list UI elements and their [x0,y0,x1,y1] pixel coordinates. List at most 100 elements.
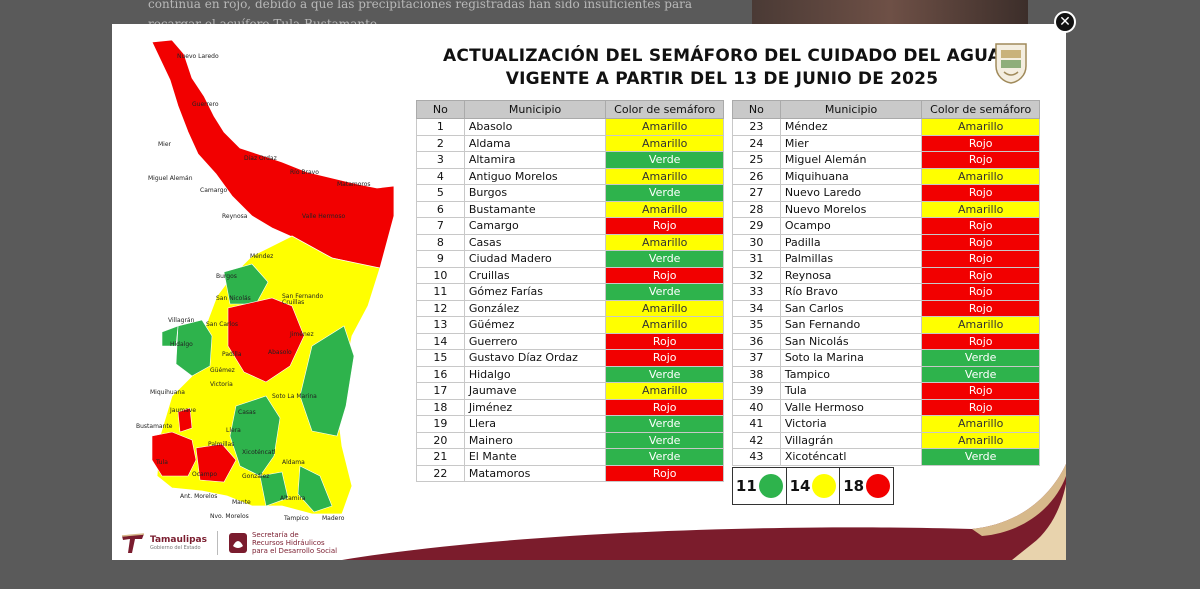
header-no: No [732,100,781,119]
map-label: Llera [226,427,241,434]
header-color: Color de semáforo [605,100,724,119]
yellow-dot-icon [812,474,837,498]
map-label: Mier [158,141,172,148]
tally-verde: 11 [733,468,787,504]
map-label: Reynosa [222,213,248,220]
municipio-name: Villagrán [779,431,923,449]
semaforo-color: Rojo [605,464,724,482]
red-dot-icon [866,474,891,498]
municipio-name: Altamira [463,151,607,169]
semaforo-color: Rojo [921,299,1040,317]
table-row: 1 Abasolo Amarillo [416,118,724,136]
close-icon[interactable]: ✕ [1059,14,1071,30]
srhds-logo: Secretaría de Recursos Hidráulicos para … [228,531,337,555]
semaforo-color: Rojo [921,266,1040,284]
row-number: 39 [732,382,781,400]
semaforo-color: Amarillo [605,316,724,334]
semaforo-color: Amarillo [921,200,1040,218]
row-number: 42 [732,431,781,449]
srhds-line-3: para el Desarrollo Social [251,547,338,555]
page-title: ACTUALIZACIÓN DEL SEMÁFORO DEL CUIDADO D… [442,45,1002,91]
semaforo-table-left: No Municipio Color de semáforo 1 Abasolo A… [416,100,724,482]
semaforo-color: Amarillo [921,167,1040,185]
semaforo-color: Amarillo [605,233,724,251]
row-number: 8 [416,233,465,251]
table-row: 41 Victoria Amarillo [732,415,1040,433]
municipio-name: Padilla [779,233,923,251]
table-row: 15 Gustavo Díaz Ordaz Rojo [416,349,724,367]
semaforo-color: Amarillo [605,118,724,136]
tamaulipas-logo: Tamaulipas Gobierno del Estado [120,532,207,554]
row-number: 13 [416,316,465,334]
municipio-name: Tampico [779,365,923,383]
municipio-name: Jiménez [463,398,607,416]
map-label: Miguel Alemán [148,175,193,182]
semaforo-color: Verde [921,349,1040,367]
tally-rojo: 18 [840,468,893,504]
row-number: 24 [732,134,781,152]
table-row: 34 San Carlos Rojo [732,299,1040,317]
municipio-name: Miquihuana [779,167,923,185]
map-label: Río Bravo [290,169,319,176]
row-number: 5 [416,184,465,202]
table-row: 37 Soto la Marina Verde [732,349,1040,367]
municipio-name: Soto la Marina [779,349,923,367]
table-row: 43 Xicoténcatl Verde [732,448,1040,466]
map-label: Jiménez [289,331,314,338]
map-label: Burgos [216,273,237,280]
municipio-name: Ciudad Madero [463,250,607,268]
semaforo-color: Rojo [921,250,1040,268]
map-label: Palmillas [208,441,234,448]
table-row: 10 Cruillas Rojo [416,266,724,284]
municipio-name: Aldama [463,134,607,152]
row-number: 26 [732,167,781,185]
semaforo-color: Rojo [921,184,1040,202]
municipio-name: San Fernando [779,316,923,334]
map-label: Hidalgo [170,341,193,348]
table-row: 19 Llera Verde [416,415,724,433]
municipio-name: Xicoténcatl [779,448,923,466]
table-row: 32 Reynosa Rojo [732,266,1040,284]
map-label: Valle Hermoso [302,213,345,220]
map-label: Cruillas [282,299,304,306]
row-number: 11 [416,283,465,301]
table-row: 26 Miquihuana Amarillo [732,167,1040,185]
row-number: 23 [732,118,781,136]
map-label: Méndez [250,253,273,260]
map-label: Abasolo [268,349,292,356]
table-row: 17 Jaumave Amarillo [416,382,724,400]
tally-amarillo-count: 14 [789,477,811,495]
municipio-name: Burgos [463,184,607,202]
table-row: 29 Ocampo Rojo [732,217,1040,235]
map-label: Tula [155,459,168,466]
map-label: Guerrero [192,101,219,108]
table-row: 16 Hidalgo Verde [416,365,724,383]
municipio-name: El Mante [463,448,607,466]
municipio-name: Tula [779,382,923,400]
row-number: 1 [416,118,465,136]
table-row: 27 Nuevo Laredo Rojo [732,184,1040,202]
municipio-name: San Carlos [779,299,923,317]
municipio-name: González [463,299,607,317]
tamaulipas-map: Nuevo Laredo Guerrero Mier Díaz Ordaz Río Br… [136,39,395,522]
map-label: Victoria [210,381,233,388]
map-label: San Fernando [282,293,323,300]
header-no: No [416,100,465,119]
close-button[interactable]: ✕ [1054,11,1076,33]
map-label: Ant. Morelos [180,493,217,500]
decorative-swoosh [342,464,1066,560]
map-label: San Nicolás [216,295,251,302]
municipio-name: Nuevo Laredo [779,184,923,202]
title-line-2: VIGENTE A PARTIR DEL 13 DE JUNIO DE 2025 [505,69,939,89]
municipio-name: Mainero [463,431,607,449]
row-number: 15 [416,349,465,367]
row-number: 38 [732,365,781,383]
row-number: 7 [416,217,465,235]
row-number: 33 [732,283,781,301]
green-dot-icon [758,474,783,498]
row-number: 18 [416,398,465,416]
map-label: Altamira [280,495,306,502]
header-color: Color de semáforo [921,100,1040,119]
srhds-line-1: Secretaría de [251,531,299,539]
municipio-name: Güémez [463,316,607,334]
